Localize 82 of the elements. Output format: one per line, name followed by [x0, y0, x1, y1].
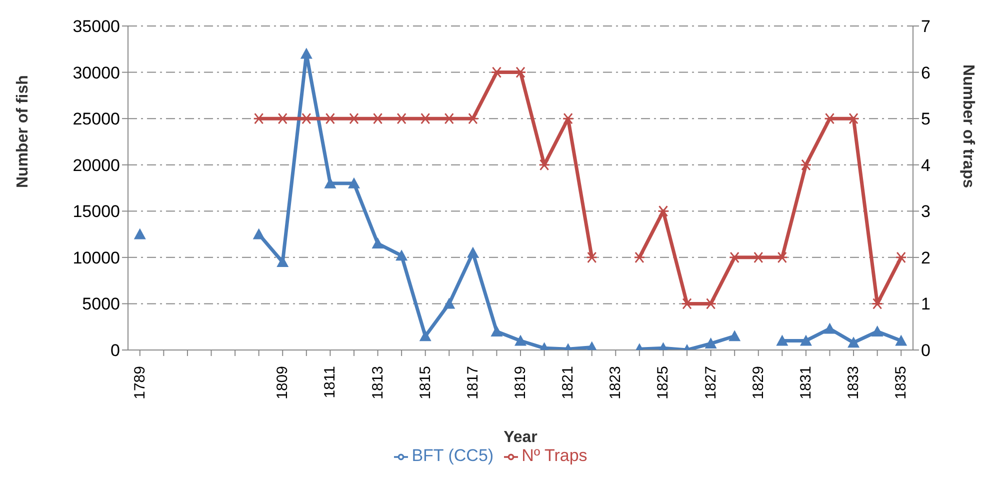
y2-tick-label: 4	[921, 156, 930, 175]
point	[372, 112, 384, 124]
x-tick-label: 1831	[797, 366, 814, 400]
y-tick-label: 15000	[72, 202, 120, 222]
point	[586, 252, 598, 264]
point	[871, 325, 884, 336]
x-tick-label: 1825	[654, 366, 672, 400]
x-tick-label: 1821	[560, 366, 577, 400]
y-tick-label: 0	[110, 341, 120, 360]
point	[681, 298, 693, 310]
point	[348, 112, 360, 124]
point	[824, 322, 836, 334]
point	[443, 298, 456, 309]
point	[276, 112, 288, 124]
point	[704, 338, 717, 349]
y2-tick-label: 1	[921, 294, 930, 314]
point	[872, 298, 884, 310]
point	[562, 112, 574, 124]
point	[396, 112, 408, 124]
x-tick-label: 1835	[892, 366, 910, 400]
y-tick-label: 5000	[82, 294, 120, 314]
point	[728, 330, 741, 342]
point	[776, 334, 788, 346]
point	[466, 246, 479, 258]
point	[490, 66, 502, 78]
point	[705, 298, 717, 310]
point	[800, 159, 812, 171]
legend-label: Nº Traps	[522, 446, 588, 465]
x-tick-label: 1827	[702, 366, 720, 400]
point	[824, 112, 836, 124]
point	[848, 336, 860, 348]
point	[324, 112, 336, 124]
y-axis-title: Number of fish	[14, 75, 32, 188]
point	[514, 334, 526, 346]
y2-tick-label: 3	[921, 202, 930, 222]
x-tick-label: 1823	[607, 366, 624, 400]
point	[252, 228, 265, 240]
point	[490, 325, 503, 336]
point	[800, 334, 812, 346]
point	[253, 112, 265, 124]
point	[514, 66, 526, 78]
point	[657, 205, 669, 217]
point	[634, 252, 646, 264]
y-tick-label: 20000	[72, 156, 120, 175]
legend-label: BFT (CC5)	[412, 446, 494, 465]
point	[420, 112, 432, 124]
y-tick-label: 10000	[72, 248, 120, 268]
point	[538, 159, 550, 171]
point	[752, 252, 764, 264]
point	[300, 48, 312, 59]
y2-tick-label: 5	[921, 110, 930, 129]
x-tick-label: 1789	[131, 366, 148, 400]
x-tick-label: 1829	[750, 366, 767, 400]
y2-tick-label: 0	[921, 341, 930, 360]
point	[419, 330, 432, 342]
point	[848, 112, 860, 124]
x-axis-title: Year	[504, 429, 538, 446]
y-tick-label: 35000	[72, 17, 120, 36]
point	[396, 250, 408, 261]
x-tick-label: 1817	[464, 366, 482, 400]
x-tick-label: 1813	[369, 366, 386, 400]
point	[300, 112, 312, 124]
y2-tick-label: 2	[921, 248, 930, 268]
x-tick-label: 1819	[512, 366, 529, 400]
y2-axis-title: Number of traps	[959, 64, 976, 188]
point	[372, 238, 384, 249]
point	[467, 112, 479, 124]
y-tick-label: 25000	[72, 110, 120, 129]
point	[443, 112, 455, 124]
point	[895, 334, 908, 346]
x-tick-label: 1833	[845, 366, 862, 400]
point	[134, 228, 146, 240]
x-tick-label: 1811	[322, 366, 339, 398]
x-tick-label: 1809	[274, 366, 292, 400]
point	[776, 252, 788, 264]
y2-tick-label: 6	[921, 63, 930, 82]
point	[728, 252, 740, 264]
x-tick-label: 1815	[416, 366, 434, 400]
point	[895, 252, 907, 264]
point	[348, 177, 360, 188]
y-tick-label: 30000	[72, 63, 120, 82]
y2-tick-label: 7	[921, 17, 930, 36]
